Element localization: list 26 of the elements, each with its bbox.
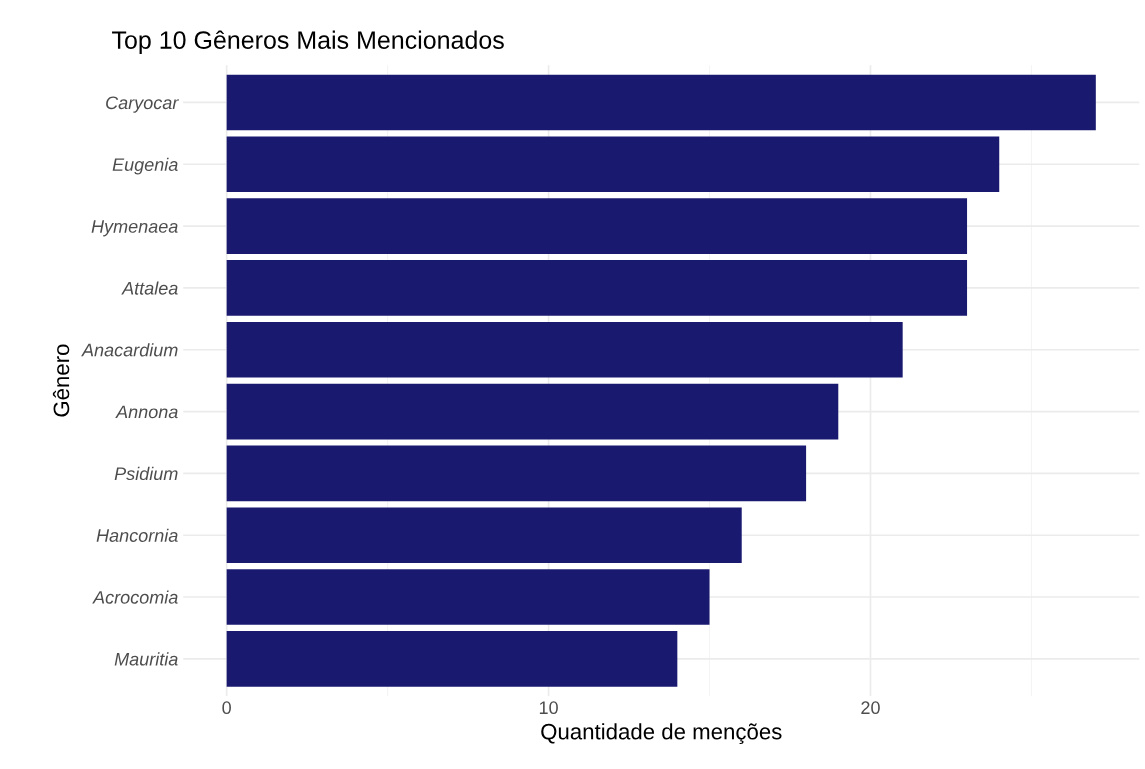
y-tick-label: Acrocomia xyxy=(92,590,178,604)
y-tick-label: Mauritia xyxy=(114,652,178,666)
bar xyxy=(226,445,807,502)
bar xyxy=(226,321,903,378)
x-axis-title: Quantidade de menções xyxy=(541,723,782,745)
y-tick-label: Psidium xyxy=(114,466,178,481)
y-axis-title: Gênero xyxy=(52,344,70,417)
bar xyxy=(226,198,968,254)
y-tick-label: Anacardium xyxy=(81,343,178,357)
y-tick-label: Hymenaea xyxy=(91,220,178,237)
y-tick-label: Annona xyxy=(115,405,178,419)
y-tick-label: Caryocar xyxy=(106,96,179,113)
bar xyxy=(226,136,1000,193)
bar xyxy=(226,569,710,625)
y-tick-label: Attalea xyxy=(121,281,178,295)
y-tick-label: Hancornia xyxy=(96,528,178,542)
y-tick-label: Eugenia xyxy=(112,157,178,175)
bar xyxy=(226,383,839,440)
bar xyxy=(226,260,968,316)
bar xyxy=(226,507,742,564)
x-tick-label: 0 xyxy=(222,701,231,715)
x-tick-label: 20 xyxy=(861,701,880,715)
x-tick-label: 10 xyxy=(539,701,558,715)
bar xyxy=(226,74,1096,131)
chart-title: Top 10 Gêneros Mais Mencionados xyxy=(112,30,504,54)
bar xyxy=(226,631,678,687)
